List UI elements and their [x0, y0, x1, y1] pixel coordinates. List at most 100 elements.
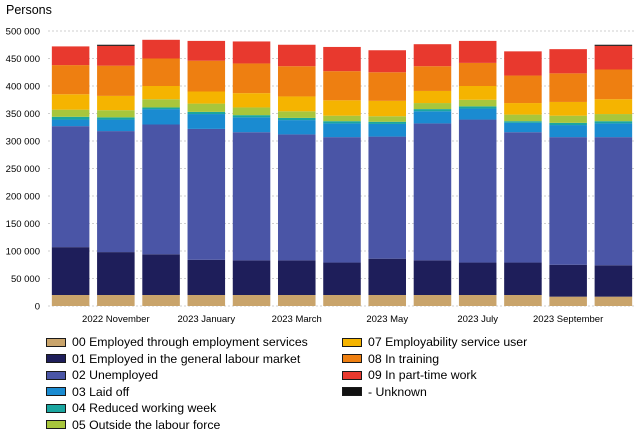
y-axis-title: Persons: [6, 3, 52, 17]
bar-segment: [549, 101, 587, 116]
bar-segment: [504, 114, 542, 122]
bar-segment: [142, 124, 180, 255]
bar-segment: [232, 107, 271, 116]
bar-segment: [594, 45, 633, 70]
bar-segment: [368, 50, 407, 73]
bar-stack: [277, 44, 316, 306]
bar-segment: [142, 254, 180, 295]
x-tick-label: 2023 May: [366, 314, 408, 325]
bar-segment: [549, 49, 587, 74]
legend-item: 09 In part-time work: [342, 367, 527, 384]
bar-stack: [549, 49, 587, 306]
bar-segment: [413, 123, 452, 261]
legend-column-left: 00 Employed through employment services 0…: [46, 334, 308, 433]
bar-segment: [594, 296, 633, 306]
legend-item: 02 Unemployed: [46, 367, 308, 384]
legend-swatch: [342, 387, 362, 397]
bar-segment: [323, 100, 361, 116]
bar-segment: [504, 132, 542, 263]
bar-segment: [97, 252, 135, 295]
y-tick-label: 200 000: [6, 192, 40, 203]
bar-segment: [51, 46, 90, 66]
x-tick-label: 2023 March: [272, 314, 322, 325]
legend-swatch: [46, 403, 66, 413]
legend-item: 08 In training: [342, 351, 527, 368]
bar-segment: [368, 123, 407, 137]
bar-segment: [51, 65, 90, 95]
y-tick-label: 450 000: [6, 54, 40, 65]
bar-segment: [277, 44, 316, 67]
bar-segment: [323, 46, 361, 72]
bar-segment: [142, 39, 180, 59]
bar-stack: [504, 51, 542, 306]
bar-segment: [232, 115, 271, 118]
bar-segment: [277, 96, 316, 112]
bar-stack: [413, 44, 452, 306]
bar-segment: [51, 109, 90, 117]
bar-segment: [323, 295, 361, 306]
bar-segment: [187, 114, 226, 129]
y-tick-label: 500 000: [6, 27, 40, 38]
legend-swatch: [342, 354, 362, 364]
y-tick-label: 400 000: [6, 82, 40, 93]
bar-segment: [323, 137, 361, 263]
bar-segment: [594, 137, 633, 266]
bar-segment: [504, 75, 542, 104]
y-tick-label: 50 000: [11, 274, 40, 285]
bar-segment: [368, 258, 407, 295]
y-axis-tick-labels: 0 50 000 100 000 150 000 200 000 250 000 300 0…: [6, 27, 40, 313]
bar-segment: [51, 295, 90, 306]
bar-segment: [187, 60, 226, 92]
bar-segment: [142, 107, 180, 110]
bar-segment: [413, 260, 452, 295]
bar-segment: [187, 111, 226, 115]
bar-stack: [594, 44, 633, 306]
bar-segment: [549, 122, 587, 126]
legend-swatch: [46, 387, 66, 397]
bar-segment: [594, 99, 633, 115]
bar-segment: [142, 58, 180, 86]
y-tick-label: 300 000: [6, 137, 40, 148]
legend-swatch: [46, 370, 66, 380]
bar-segment: [594, 114, 633, 122]
legend-item: 01 Employed in the general labour market: [46, 351, 308, 368]
bar-segment: [232, 93, 271, 108]
bar-segment: [413, 295, 452, 306]
y-tick-label: 100 000: [6, 247, 40, 258]
bar-segment: [97, 45, 135, 66]
bar-stack: [51, 46, 90, 306]
bar-segment: [368, 116, 407, 122]
bar-segment: [458, 262, 497, 295]
bar-segment: [142, 99, 180, 108]
bar-segment: [504, 295, 542, 306]
legend-item: 05 Outside the labour force: [46, 417, 308, 434]
legend-label: 01 Employed in the general labour market: [72, 351, 301, 366]
legend-label: 04 Reduced working week: [72, 401, 217, 416]
bar-segment: [277, 295, 316, 306]
bar-segment: [232, 117, 271, 133]
legend-swatch: [342, 370, 362, 380]
bar-segment: [458, 40, 497, 63]
legend: 00 Employed through employment services 0…: [46, 334, 606, 436]
bar-segment: [458, 106, 497, 109]
bar-segment: [187, 103, 226, 112]
bar-segment: [323, 115, 361, 122]
bar-segment: [187, 259, 226, 295]
bar-segment: [97, 119, 135, 132]
bar-segment: [368, 121, 407, 124]
bar-segment: [368, 295, 407, 306]
bar-segment: [458, 119, 497, 263]
bar-segment: [504, 122, 542, 133]
legend-label: 03 Laid off: [72, 384, 130, 399]
bar-segment: [504, 121, 542, 123]
bar-segment: [97, 95, 135, 111]
stacked-bar-chart: Persons 0 50 000 100 000 150 000 200 000 250 …: [6, 3, 636, 325]
bar-segment: [413, 111, 452, 124]
legend-swatch: [342, 337, 362, 347]
bar-segment: [549, 296, 587, 306]
bar-segment: [413, 90, 452, 104]
bar-segment: [277, 120, 316, 135]
bar-segment: [594, 123, 633, 138]
bar-segment: [504, 51, 542, 76]
bar-segment: [277, 260, 316, 295]
